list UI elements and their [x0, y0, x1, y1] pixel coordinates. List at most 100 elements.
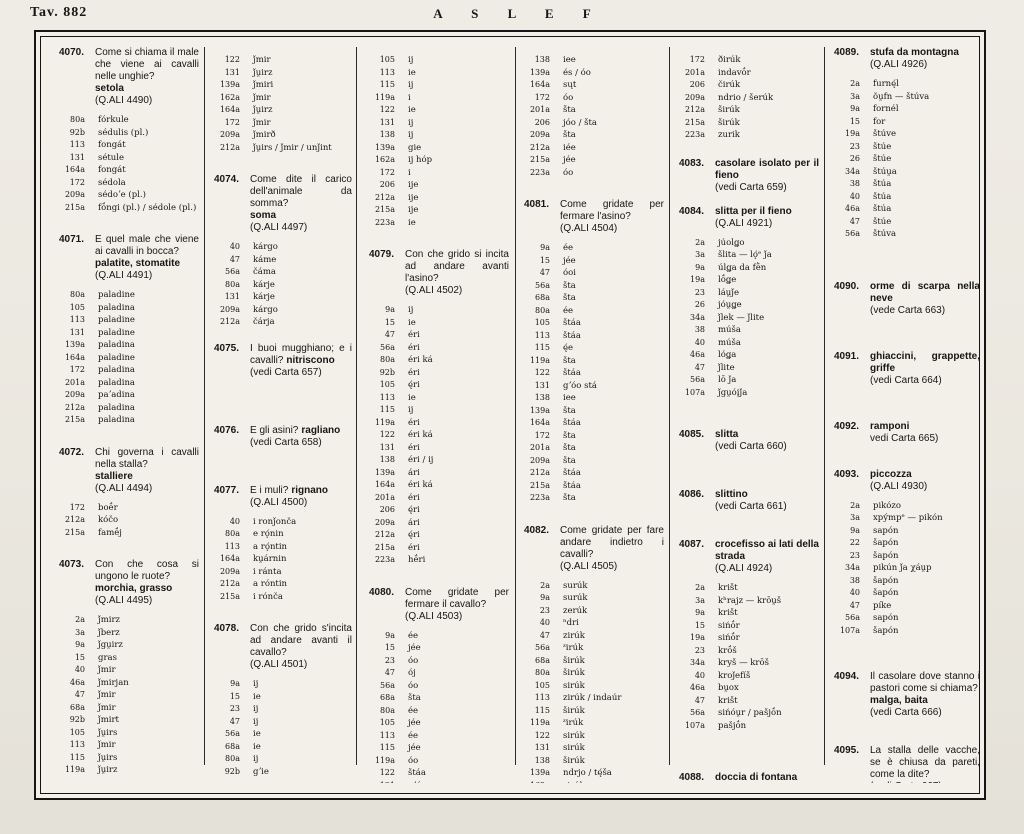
entry-row: 9a ǰgu̯irz	[59, 639, 199, 652]
dialect-form: šapón	[873, 588, 899, 598]
entry-row: 115 širúk	[524, 705, 664, 718]
question-4077: 4077. E i muli? rignano (Q.ALI 4500) 40 i ron…	[214, 485, 352, 604]
dialect-form: fongát	[98, 165, 126, 175]
location-id: 115	[534, 343, 550, 352]
question-body: slitta per il fieno (Q.ALI 4921)	[715, 206, 819, 230]
location-id: 215a	[64, 415, 85, 424]
entry-row: 139a ári	[369, 467, 509, 480]
question-body: Come si chiama il male che viene ai cava…	[95, 47, 199, 107]
dialect-form: iée	[563, 142, 576, 153]
entry-row: 113 a rǫ́ntin	[214, 541, 352, 554]
dialect-form: ǰmirz	[98, 615, 121, 625]
entry-list: 2a furnę́l 3a ŏu̯fn — štúva 9a fornél 15 for 19a…	[834, 78, 979, 241]
location-id: 212a	[219, 579, 240, 588]
entry-row: 38 šapón	[834, 575, 979, 588]
entry-row: 139a és / óo	[524, 67, 664, 80]
dialect-form: a róntin	[253, 579, 288, 589]
location-id: 212a	[219, 142, 240, 152]
location-id: 9a	[230, 679, 240, 688]
question-text: Come gridate per fermare il cavallo?	[405, 586, 509, 610]
question-body: Il casolare dove stanno i pastori come s…	[870, 671, 979, 719]
question-number: 4091.	[834, 350, 860, 362]
dialect-form: ę́e	[563, 343, 574, 353]
question: 4083. casolare isolato per il fieno (vedi …	[679, 158, 819, 194]
entry-row: 56a óo	[369, 680, 509, 693]
question: 4091. ghiaccini, grappette, griffe (vedi C…	[834, 350, 979, 387]
entry-row: 215a širúk	[679, 117, 819, 130]
entry-row: 122 éri ká	[369, 429, 509, 442]
location-id: 215a	[374, 542, 395, 552]
question-4078: 4078. Con che grido s'incita ad andare av…	[214, 623, 352, 778]
question-body: doccia di fontana(vedi Carta 662)	[715, 772, 819, 783]
question-number: 4073.	[59, 559, 85, 570]
question-body: ramponi vedi Carta 665)	[870, 421, 979, 445]
location-id: 119a	[529, 718, 550, 727]
question-reference: (Q.ALI 4502)	[405, 285, 463, 296]
location-id: 119a	[374, 417, 395, 427]
dialect-form: ǰu̯irz	[253, 67, 273, 78]
dialect-form: éri	[408, 367, 420, 378]
entry-row: 209a ndrio / šerúk	[679, 92, 819, 105]
entry-row: 2a krišt	[679, 582, 819, 595]
question-keyword: orme di scarpa nella neve	[870, 280, 980, 304]
entry-row: 15 sińṓr	[679, 620, 819, 633]
question-text: Chi governa i cavalli nella stalla?	[95, 446, 199, 470]
entry-row: 26 štúe	[834, 153, 979, 166]
dialect-form: ij	[253, 754, 259, 764]
dialect-form: ndrio / šerúk	[718, 92, 774, 103]
location-id: 209a	[684, 92, 705, 102]
entry-list: 2a krišt 3a kʰrajz — krōu̯š 9a krišt 15 sińṓr 19…	[679, 582, 819, 732]
entry-row: 139a ndrjo / tę́ša	[524, 767, 664, 780]
dialect-form: lóǥa	[718, 350, 737, 360]
location-id: 92b	[224, 766, 240, 776]
question: 4089. stufa da montagna (Q.ALI 4926)	[834, 47, 979, 71]
location-id: 131	[534, 743, 550, 752]
entry-row: 56a čáma	[214, 266, 352, 279]
location-id: 212a	[684, 105, 705, 114]
dialect-form: ǰmirt	[98, 715, 119, 725]
dialect-form: ᶻirúk	[563, 643, 584, 653]
dialect-form: lṓǥe	[718, 275, 737, 285]
question-reference: (Q.ALI 4495)	[95, 595, 153, 606]
dialect-form: štúa	[873, 179, 892, 189]
question-4087: 4087. crocefisso ai lati della strada (Q.A…	[679, 539, 819, 732]
entry-row: 46a bu̯ox	[679, 682, 819, 695]
entry-row: 113 štáa	[524, 330, 664, 343]
entry-row: 201a šta	[524, 442, 664, 455]
location-id: 68a	[535, 293, 550, 302]
dialect-form: iee	[563, 393, 576, 403]
entry-row: 115 ǰu̯irs	[59, 752, 199, 765]
question-text: Come si chiama il male che viene ai cava…	[95, 47, 199, 82]
location-id: 47	[229, 716, 240, 726]
dialect-form: ij	[253, 704, 259, 714]
entry-row: 68a šta	[524, 292, 664, 305]
entry-row: 92b éri	[369, 367, 509, 380]
question-reference: (vedi Carta 666)	[870, 707, 942, 718]
entry-row: 131 sétule	[59, 152, 199, 165]
location-id: 139a	[529, 67, 550, 77]
question-number: 4092.	[834, 420, 860, 432]
question-number: 4072.	[59, 446, 85, 458]
dialect-form: éri	[408, 492, 420, 503]
location-id: 122	[379, 105, 395, 114]
dialect-form: ǰgu̯irz	[98, 640, 123, 650]
entry-row: 164a éri ká	[369, 479, 509, 492]
question-text: Come dite il carico dell'animale da somm…	[250, 174, 352, 209]
location-id: 40	[74, 665, 85, 674]
entry-row: 68a šta	[369, 692, 509, 705]
question-4081: 4081. Come gridate per fermare l'asino? (Q…	[524, 199, 664, 505]
entry-row: 47 ǰmir	[59, 689, 199, 702]
question-body: piccozza (Q.ALI 4930)	[870, 469, 979, 493]
question-number: 4089.	[834, 47, 860, 58]
entry-row: 23 štúe	[834, 141, 979, 154]
location-id: 47	[229, 254, 240, 264]
location-id: 115	[379, 743, 395, 752]
entry-row: 223a hḗri	[369, 554, 509, 567]
dialect-form: ij	[408, 55, 414, 65]
dialect-form: čáma	[253, 267, 276, 277]
entry-row: 105 ij	[369, 54, 509, 67]
dialect-form: indavṓr	[718, 67, 751, 78]
location-id: 172	[534, 430, 550, 440]
dialect-form: šapón	[873, 575, 899, 586]
location-id: 3a	[850, 91, 860, 101]
